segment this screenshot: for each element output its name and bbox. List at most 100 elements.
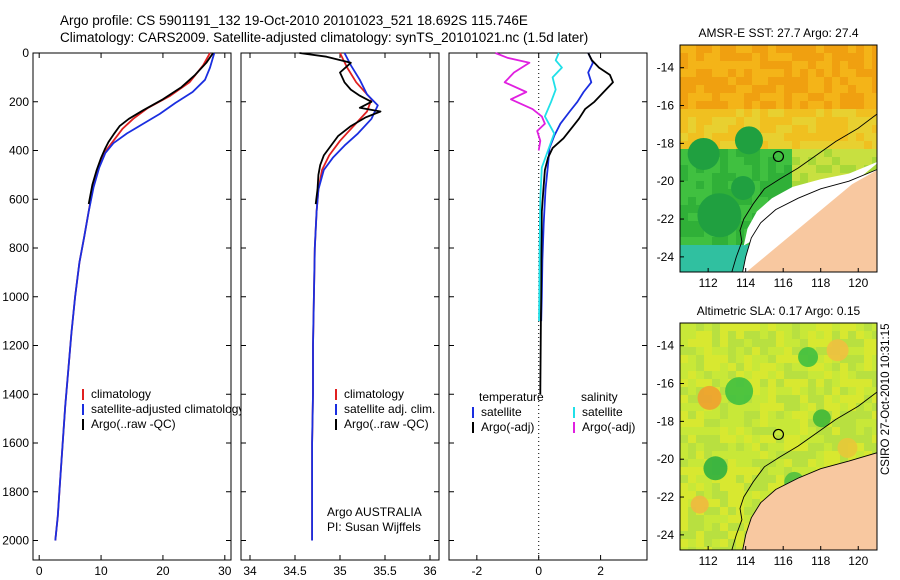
field-cell: [720, 69, 728, 77]
field-cell: [736, 261, 744, 269]
field-cell: [760, 93, 768, 101]
field-cell: [744, 427, 752, 435]
field-cell: [824, 125, 832, 133]
field-cell: [792, 149, 800, 157]
field-cell: [832, 77, 840, 85]
field-cell: [744, 221, 752, 229]
field-cell: [848, 403, 856, 411]
field-cell: [792, 101, 800, 109]
field-cell: [768, 77, 776, 85]
field-cell: [832, 85, 840, 93]
field-cell: [816, 45, 824, 53]
field-cell: [752, 85, 760, 93]
field-cell: [736, 109, 744, 117]
field-cell: [848, 61, 856, 69]
field-cell: [688, 515, 696, 523]
field-cell: [680, 213, 688, 221]
field-cell: [816, 157, 824, 165]
field-cell: [712, 165, 720, 173]
field-cell: [872, 363, 877, 371]
field-cell: [720, 157, 728, 165]
field-cell: [712, 483, 720, 491]
field-cell: [776, 443, 784, 451]
field-cell: [832, 363, 840, 371]
field-cell: [680, 411, 688, 419]
field-cell: [768, 61, 776, 69]
field-cell: [728, 331, 736, 339]
field-cell: [688, 229, 696, 237]
field-cell: [744, 205, 752, 213]
field-cell: [744, 411, 752, 419]
field-cell: [728, 491, 736, 499]
field-cell: [712, 181, 720, 189]
field-cell: [712, 363, 720, 371]
field-cell: [872, 331, 877, 339]
field-cell: [808, 133, 816, 141]
field-cell: [688, 85, 696, 93]
profile-panel-1: 0 10 20 30 0 200 400 600 800 1000 1200 1400 1600 1800…: [2, 46, 244, 580]
field-cell: [688, 483, 696, 491]
field-cell: [712, 355, 720, 363]
plot-frame: [240, 52, 440, 561]
field-cell: [816, 331, 824, 339]
field-cell: [752, 339, 760, 347]
sst-cool-patch: [687, 137, 720, 170]
field-cell: [872, 411, 877, 419]
field-cell: [720, 189, 728, 197]
coastline: [742, 169, 877, 272]
field-cell: [712, 547, 720, 550]
coastline: [742, 452, 877, 550]
field-cell: [840, 427, 848, 435]
field-cell: [760, 483, 768, 491]
field-cell: [800, 323, 808, 331]
field-cell: [696, 379, 704, 387]
field-cell: [720, 395, 728, 403]
field-cell: [792, 141, 800, 149]
field-cell: [760, 45, 768, 53]
field-cell: [720, 371, 728, 379]
map-frame: [679, 44, 878, 273]
field-cell: [808, 53, 816, 61]
field-cell: [832, 387, 840, 395]
field-cell: [816, 117, 824, 125]
field-cell: [872, 125, 877, 133]
field-cell: [736, 157, 744, 165]
field-cell: [872, 117, 877, 125]
field-cell: [736, 483, 744, 491]
profile-annotation: PI: Susan Wijffels: [327, 520, 421, 534]
field-cell: [808, 435, 816, 443]
profile-panel-2: 34 34.5 35 35.5 36 salinity climatologysatelli…: [240, 52, 440, 580]
field-cell: [856, 133, 864, 141]
field-cell: [768, 133, 776, 141]
field-cell: [696, 459, 704, 467]
field-cell: [816, 451, 824, 459]
field-cell: [760, 427, 768, 435]
field-cell: [728, 539, 736, 547]
field-cell: [824, 371, 832, 379]
field-cell: [680, 189, 688, 197]
field-cell: [840, 149, 848, 157]
field-cell: [752, 197, 760, 205]
field-cell: [680, 363, 688, 371]
field-cell: [680, 515, 688, 523]
field-cell: [824, 157, 832, 165]
field-cell: [832, 427, 840, 435]
field-cell: [744, 197, 752, 205]
lat-tick-label: -22: [657, 490, 675, 504]
field-cell: [776, 395, 784, 403]
sst-cool-patch: [697, 193, 742, 238]
field-cell: [792, 117, 800, 125]
field-cell: [848, 45, 856, 53]
field-cell: [736, 61, 744, 69]
field-cell: [800, 85, 808, 93]
field-cell: [760, 475, 768, 483]
field-cell: [856, 371, 864, 379]
field-cell: [848, 363, 856, 371]
field-cell: [800, 419, 808, 427]
field-cell: [816, 459, 824, 467]
field-cell: [712, 77, 720, 85]
field-cell: [824, 173, 832, 181]
field-cell: [768, 181, 776, 189]
field-cell: [712, 515, 720, 523]
y-tick-label: 600: [9, 192, 29, 206]
